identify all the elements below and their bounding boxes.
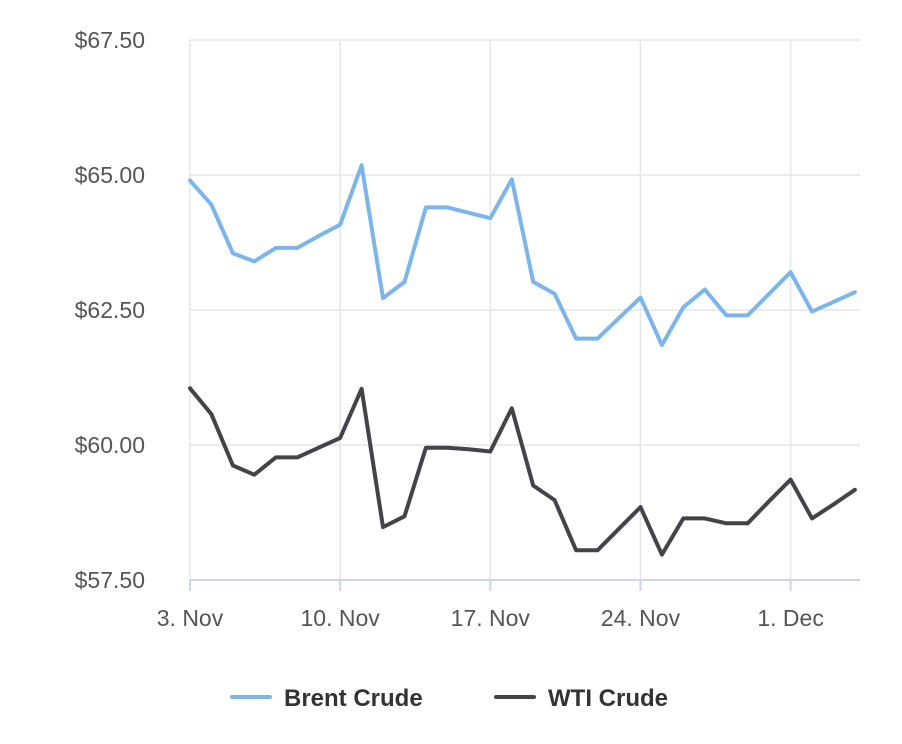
x-axis [189, 579, 860, 591]
x-tick-label: 24. Nov [601, 605, 681, 631]
grid-lines [189, 39, 860, 580]
legend-label-brent: Brent Crude [284, 685, 423, 712]
y-tick-label: $67.50 [75, 27, 145, 53]
legend: Brent Crude WTI Crude [230, 685, 668, 712]
x-tick-label: 17. Nov [451, 605, 531, 631]
x-axis-labels: 3. Nov 10. Nov 17. Nov 24. Nov 1. Dec [157, 605, 824, 631]
legend-label-wti: WTI Crude [548, 685, 668, 712]
legend-item-wti[interactable]: WTI Crude [494, 685, 668, 712]
x-tick-label: 10. Nov [301, 605, 381, 631]
legend-item-brent[interactable]: Brent Crude [230, 685, 423, 712]
series-line-wti[interactable] [188, 386, 857, 557]
series-line-brent[interactable] [188, 163, 857, 348]
x-tick-label: 3. Nov [157, 605, 224, 631]
y-tick-label: $57.50 [75, 567, 145, 593]
x-tick-label: 1. Dec [757, 605, 823, 631]
y-tick-label: $65.00 [75, 162, 145, 188]
y-axis-labels: $57.50 $60.00 $62.50 $65.00 $67.50 [75, 27, 145, 593]
y-tick-label: $60.00 [75, 432, 145, 458]
series-lines [188, 163, 857, 557]
y-tick-label: $62.50 [75, 297, 145, 323]
